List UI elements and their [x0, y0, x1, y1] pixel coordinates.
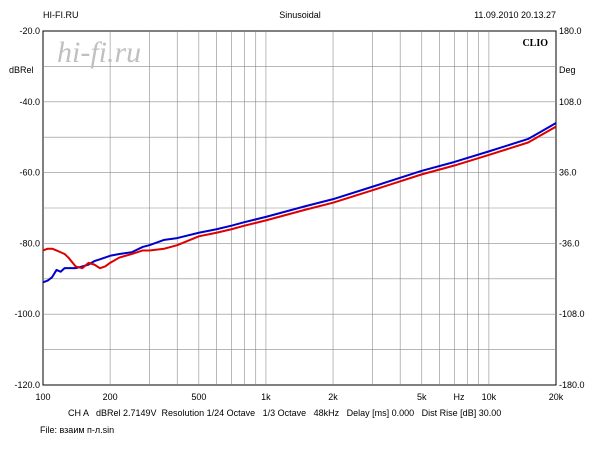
x-unit-label: Hz: [454, 392, 465, 402]
footer-file: File: взаим п-л.sin: [40, 425, 114, 435]
y-axis-title: dBRel: [9, 65, 34, 75]
y-tick-label: -20.0: [19, 26, 40, 36]
y2-axis-title: Deg: [559, 65, 576, 75]
x-tick-label: 1k: [261, 392, 271, 402]
x-tick-label: 100: [35, 392, 50, 402]
y2-tick-label: -180.0: [559, 380, 585, 390]
header-center: Sinusoidal: [279, 10, 321, 20]
tick-labels: 100 200 500 1k 2k 5k 10k 20k -20.0 -40.0 -60.0 -80.…: [14, 26, 584, 402]
header-left: HI-FI.RU: [43, 10, 79, 20]
y2-tick-label: -108.0: [559, 309, 585, 319]
x-tick-label: 10k: [482, 392, 497, 402]
y-tick-label: -80.0: [19, 238, 40, 248]
y-tick-label: -100.0: [14, 309, 40, 319]
grid-lines: [43, 31, 556, 385]
y-tick-label: -120.0: [14, 380, 40, 390]
y2-tick-label: -36.0: [559, 238, 580, 248]
y2-tick-label: 36.0: [559, 168, 577, 178]
footer-info: CH A dBRel 2.7149V Resolution 1/24 Octav…: [68, 408, 501, 418]
y2-tick-label: 108.0: [559, 97, 582, 107]
x-tick-label: 20k: [549, 392, 564, 402]
brand-label: CLIO: [522, 38, 548, 49]
x-tick-label: 200: [103, 392, 118, 402]
series-line-2: [42, 125, 557, 270]
y-tick-label: -40.0: [19, 97, 40, 107]
header-right: 11.09.2010 20.13.27: [474, 10, 556, 20]
x-tick-label: 2k: [328, 392, 338, 402]
x-tick-label: 500: [191, 392, 206, 402]
series-line-1: [42, 122, 557, 284]
y-tick-label: -60.0: [19, 168, 40, 178]
y2-tick-label: 180.0: [559, 26, 582, 36]
x-tick-label: 5k: [417, 392, 427, 402]
series-group: [42, 122, 557, 284]
watermark-logo: hi-fi.ru: [57, 36, 141, 69]
